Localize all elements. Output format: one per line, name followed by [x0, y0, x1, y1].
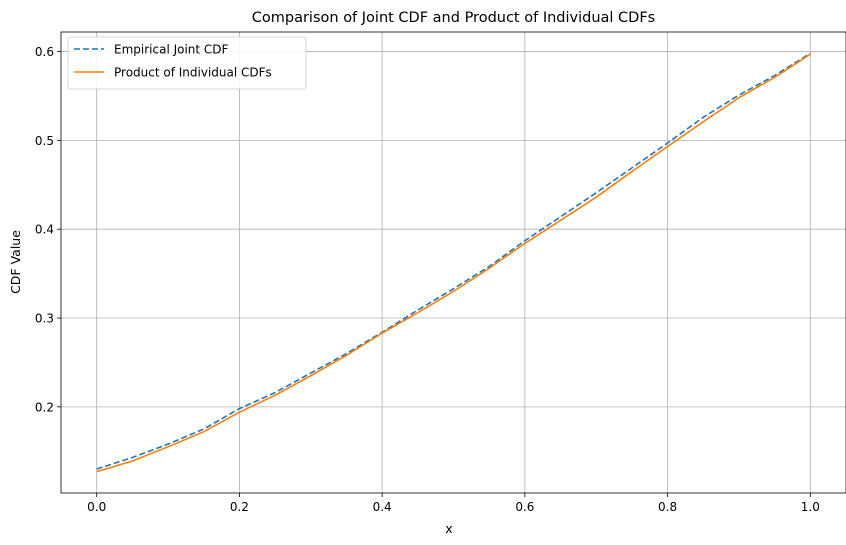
- x-tick-label: 1.0: [801, 500, 820, 514]
- x-tick-label: 0.2: [230, 500, 249, 514]
- plot-frame: [60, 31, 846, 494]
- y-axis-label: CDF Value: [8, 230, 23, 294]
- y-tick-label: 0.5: [35, 134, 54, 148]
- x-axis-label: x: [445, 521, 452, 536]
- y-tick-label: 0.2: [35, 400, 54, 414]
- legend-box: [67, 36, 307, 90]
- x-tick-label: 0.8: [658, 500, 677, 514]
- y-tick-label: 0.6: [35, 45, 54, 59]
- y-axis-ticks: 0.2 0.3 0.4 0.5 0.6: [35, 45, 61, 414]
- legend: Empirical Joint CDF Product of Individua…: [67, 36, 307, 90]
- series-line-product-of-individual-cdfs: [96, 53, 811, 473]
- legend-label-product-of-individual-cdfs: Product of Individual CDFs: [114, 66, 272, 80]
- legend-label-empirical-joint-cdf: Empirical Joint CDF: [114, 43, 229, 57]
- series-line-empirical-joint-cdf: [96, 52, 811, 470]
- y-tick-label: 0.4: [35, 223, 54, 237]
- chart-title: Comparison of Joint CDF and Product of I…: [252, 10, 655, 26]
- plot-series: [96, 52, 811, 473]
- x-tick-label: 0.0: [87, 500, 106, 514]
- x-tick-label: 0.6: [515, 500, 534, 514]
- x-tick-label: 0.4: [373, 500, 392, 514]
- y-tick-label: 0.3: [35, 312, 54, 326]
- x-axis-ticks: 0.0 0.2 0.4 0.6 0.8 1.0: [87, 493, 820, 514]
